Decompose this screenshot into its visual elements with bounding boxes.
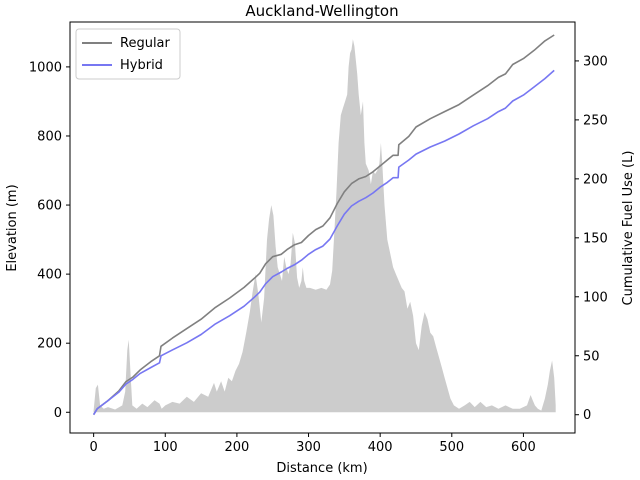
y2-tick-label: 200 bbox=[583, 172, 608, 187]
series-line-regular bbox=[92, 34, 555, 416]
y-tick-label: 200 bbox=[37, 337, 62, 352]
plot-area bbox=[92, 34, 556, 416]
x-tick-label: 300 bbox=[296, 440, 321, 455]
x-axis-label: Distance (km) bbox=[276, 461, 367, 476]
y-tick-label: 800 bbox=[37, 129, 62, 144]
y-tick-label: 0 bbox=[54, 406, 62, 421]
y2-tick-label: 150 bbox=[583, 231, 608, 246]
y2-axis-label: Cumulative Fuel Use (L) bbox=[621, 151, 636, 306]
x-axis-ticks: 0 100 200 300 400 500 600 bbox=[89, 433, 536, 455]
y2-tick-label: 100 bbox=[583, 290, 608, 305]
y-tick-label: 600 bbox=[37, 199, 62, 214]
y2-tick-label: 50 bbox=[583, 349, 600, 364]
legend: Regular Hybrid bbox=[75, 28, 181, 80]
y2-tick-label: 0 bbox=[583, 408, 591, 423]
y2-tick-label: 300 bbox=[583, 54, 608, 69]
legend-box bbox=[75, 28, 181, 80]
x-tick-label: 600 bbox=[511, 440, 536, 455]
y2-axis-ticks: 0 50 100 150 200 250 300 bbox=[575, 54, 608, 423]
x-tick-label: 400 bbox=[368, 440, 393, 455]
axes-frame bbox=[69, 21, 576, 434]
x-tick-label: 100 bbox=[153, 440, 178, 455]
legend-label-hybrid: Hybrid bbox=[120, 58, 163, 73]
series-line-hybrid bbox=[92, 69, 555, 416]
y-tick-label: 400 bbox=[37, 268, 62, 283]
x-tick-label: 500 bbox=[439, 440, 464, 455]
x-tick-label: 0 bbox=[89, 440, 97, 455]
y2-tick-label: 250 bbox=[583, 113, 608, 128]
y-axis-ticks: 0 200 400 600 800 1000 bbox=[29, 60, 70, 421]
elevation-area bbox=[93, 39, 556, 413]
x-tick-label: 200 bbox=[224, 440, 249, 455]
legend-label-regular: Regular bbox=[120, 36, 171, 51]
y-tick-label: 1000 bbox=[29, 60, 62, 75]
y-axis-label: Elevation (m) bbox=[5, 184, 20, 271]
chart-title: Auckland-Wellington bbox=[245, 2, 398, 20]
